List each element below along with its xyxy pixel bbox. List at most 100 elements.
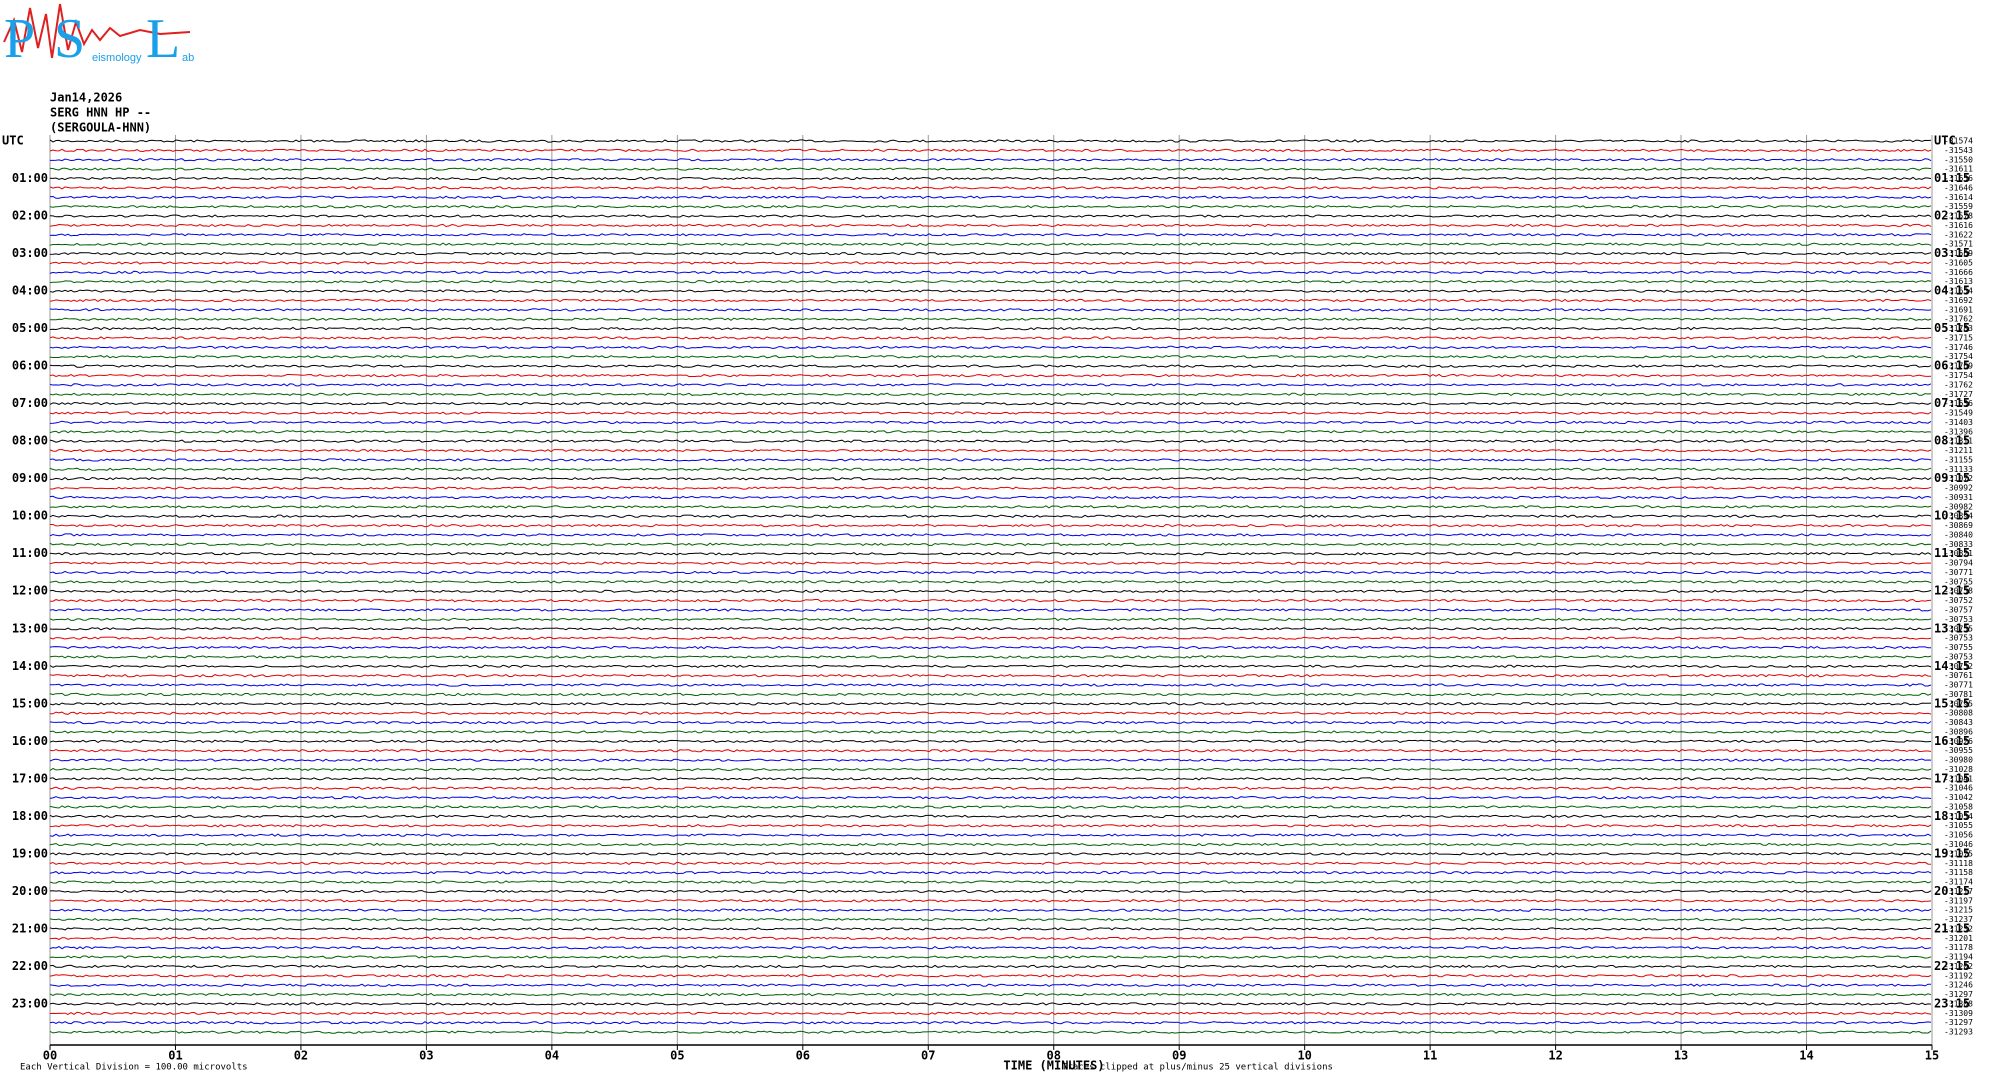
trace: [49, 495, 1932, 500]
trace: [49, 467, 1932, 471]
offset-label: -31056: [1944, 831, 1973, 840]
offset-label: -30771: [1944, 681, 1973, 690]
offset-label: -30982: [1944, 502, 1973, 511]
offset-label: -31559: [1944, 202, 1973, 211]
offset-label: -31571: [1944, 240, 1973, 249]
trace: [49, 402, 1932, 406]
offset-label: -30755: [1944, 577, 1973, 586]
hour-label: 06:00: [12, 359, 48, 373]
offset-label: -31769: [1944, 362, 1973, 371]
offset-label: -31201: [1944, 934, 1973, 943]
hour-label: 21:00: [12, 921, 48, 935]
offset-label: -31133: [1944, 465, 1973, 474]
offset-label: -31118: [1944, 859, 1973, 868]
offset-label: -31046: [1944, 784, 1973, 793]
offset-label: -31041: [1944, 774, 1973, 783]
offset-label: -31028: [1944, 765, 1973, 774]
trace: [49, 711, 1932, 715]
offset-label: -31297: [1944, 1018, 1973, 1027]
trace: [49, 176, 1932, 181]
trace: [49, 552, 1932, 556]
x-tick-label: 00: [43, 1049, 57, 1063]
offset-label: -30752: [1944, 596, 1973, 605]
offset-label: -30840: [1944, 530, 1973, 539]
trace: [49, 298, 1932, 303]
trace: [49, 730, 1932, 734]
trace: [49, 683, 1932, 687]
hour-label: 10:00: [12, 509, 48, 523]
trace: [49, 580, 1932, 584]
trace: [49, 964, 1932, 969]
trace: [49, 326, 1932, 331]
hour-label: 18:15: [1934, 809, 1970, 823]
hour-label: 23:00: [12, 996, 48, 1010]
logo-word: eismology: [92, 52, 142, 64]
logo-squiggle: [3, 3, 191, 59]
offset-label: -30753: [1944, 652, 1973, 661]
hour-label: 09:00: [12, 471, 48, 485]
offset-label: -31550: [1944, 155, 1973, 164]
trace: [49, 430, 1932, 434]
offset-label: -30771: [1944, 568, 1973, 577]
hour-label: 19:15: [1934, 846, 1970, 860]
trace: [49, 364, 1932, 368]
trace: [49, 214, 1932, 218]
hour-label: 22:15: [1934, 959, 1970, 973]
hour-label: 07:15: [1934, 396, 1970, 410]
trace: [49, 1021, 1932, 1025]
offset-label: -30821: [1944, 549, 1973, 558]
hour-label: 21:15: [1934, 921, 1970, 935]
offset-label: -30753: [1944, 634, 1973, 643]
x-tick-label: 12: [1548, 1049, 1562, 1063]
hour-label: 08:00: [12, 434, 48, 448]
trace: [49, 805, 1932, 809]
offset-label: -31211: [1944, 446, 1973, 455]
offset-label: -31762: [1944, 315, 1973, 324]
offset-label: -31636: [1944, 399, 1973, 408]
trace: [49, 767, 1932, 772]
trace: [49, 1002, 1932, 1006]
trace: [49, 674, 1932, 678]
hour-label: 05:15: [1934, 321, 1970, 335]
trace: [49, 448, 1932, 453]
hour-label: 10:15: [1934, 509, 1970, 523]
offset-label: -31746: [1944, 343, 1973, 352]
trace: [49, 702, 1932, 706]
offset-label: -31569: [1944, 249, 1973, 258]
offset-label: -31232: [1944, 924, 1973, 933]
offset-label: -30761: [1944, 671, 1973, 680]
hour-label: 19:00: [12, 846, 48, 860]
hour-label: 12:15: [1934, 584, 1970, 598]
trace: [49, 205, 1932, 209]
offset-label: -31055: [1944, 821, 1973, 830]
trace: [49, 833, 1932, 837]
trace: [49, 777, 1932, 781]
offset-label: -31054: [1944, 812, 1973, 821]
hour-label: 17:15: [1934, 771, 1970, 785]
offset-label: -30926: [1944, 737, 1973, 746]
trace: [49, 927, 1932, 931]
trace: [49, 758, 1932, 762]
footer-note: Each Vertical Division = 100.00 microvol…: [20, 1063, 248, 1073]
hour-label: 15:00: [12, 696, 48, 710]
trace: [49, 655, 1932, 659]
offset-label: -31549: [1944, 409, 1973, 418]
offset-label: -31309: [1944, 1009, 1973, 1018]
offset-label: -31622: [1944, 230, 1973, 239]
hour-label: 03:15: [1934, 246, 1970, 260]
site: (SERGOULA-HNN): [50, 121, 151, 135]
x-tick-label: 09: [1172, 1049, 1186, 1063]
x-tick-label: 11: [1423, 1049, 1437, 1063]
offset-label: -31237: [1944, 915, 1973, 924]
logo-letter: L: [146, 8, 180, 70]
offset-label: -31178: [1944, 943, 1973, 952]
trace: [49, 636, 1932, 640]
offset-label: -30795: [1944, 699, 1973, 708]
trace: [49, 608, 1932, 612]
hour-label: 22:00: [12, 959, 48, 973]
offset-label: -31578: [1944, 212, 1973, 221]
trace: [49, 148, 1932, 153]
hour-label: 14:00: [12, 659, 48, 673]
x-tick-label: 08: [1047, 1049, 1061, 1063]
offset-label: -31614: [1944, 193, 1973, 202]
